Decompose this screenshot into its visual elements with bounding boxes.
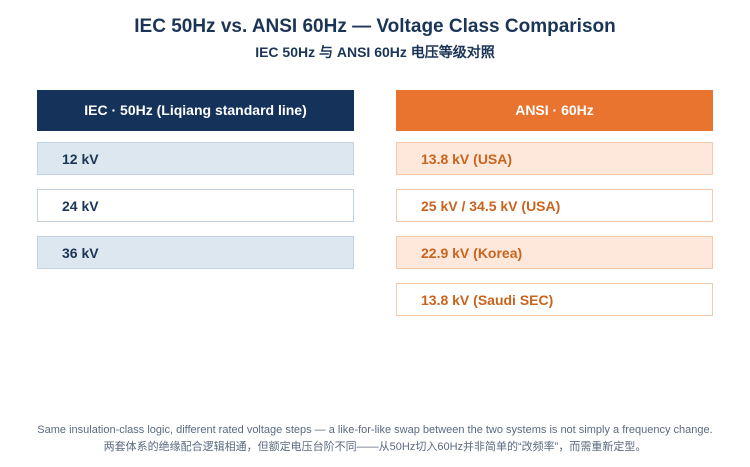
cell: 13.8 kV (Saudi SEC) [396, 283, 713, 316]
footnote: Same insulation-class logic, different r… [37, 424, 713, 436]
cell: 25 kV / 34.5 kV (USA) [396, 189, 713, 222]
subtitle: IEC 50Hz 与 ANSI 60Hz 电压等级对照 [255, 44, 495, 60]
cell: 12 kV [37, 142, 354, 175]
cell: 22.9 kV (Korea) [396, 236, 713, 269]
title: IEC 50Hz vs. ANSI 60Hz — Voltage Class C… [134, 16, 616, 37]
column-heading: IEC · 50Hz (Liqiang standard line) [37, 90, 354, 131]
footnote: 两套体系的绝缘配合逻辑相通，但额定电压台阶不同——从50Hz切入60Hz并非简单… [103, 441, 647, 453]
cell: 24 kV [37, 189, 354, 222]
column-heading: ANSI · 60Hz [396, 90, 713, 131]
cell: 36 kV [37, 236, 354, 269]
cell: 13.8 kV (USA) [396, 142, 713, 175]
